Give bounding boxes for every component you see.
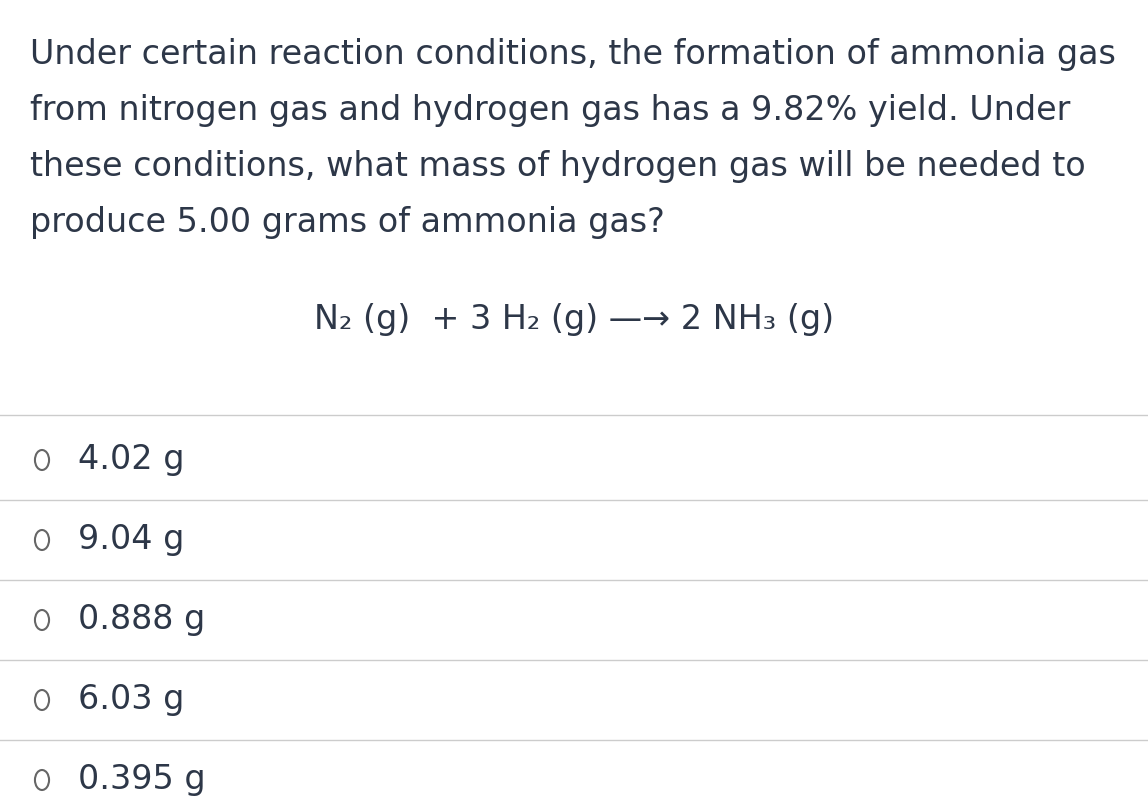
- Text: N₂ (g)  + 3 H₂ (g) —→ 2 NH₃ (g): N₂ (g) + 3 H₂ (g) —→ 2 NH₃ (g): [313, 304, 835, 336]
- Text: 0.888 g: 0.888 g: [78, 603, 205, 637]
- Text: from nitrogen gas and hydrogen gas has a 9.82% yield. Under: from nitrogen gas and hydrogen gas has a…: [30, 94, 1070, 127]
- Text: these conditions, what mass of hydrogen gas will be needed to: these conditions, what mass of hydrogen …: [30, 150, 1086, 183]
- Text: 9.04 g: 9.04 g: [78, 523, 185, 556]
- Text: 6.03 g: 6.03 g: [78, 684, 185, 717]
- Text: 0.395 g: 0.395 g: [78, 764, 205, 796]
- Text: 4.02 g: 4.02 g: [78, 444, 185, 476]
- Text: produce 5.00 grams of ammonia gas?: produce 5.00 grams of ammonia gas?: [30, 206, 665, 239]
- Text: Under certain reaction conditions, the formation of ammonia gas: Under certain reaction conditions, the f…: [30, 38, 1116, 71]
